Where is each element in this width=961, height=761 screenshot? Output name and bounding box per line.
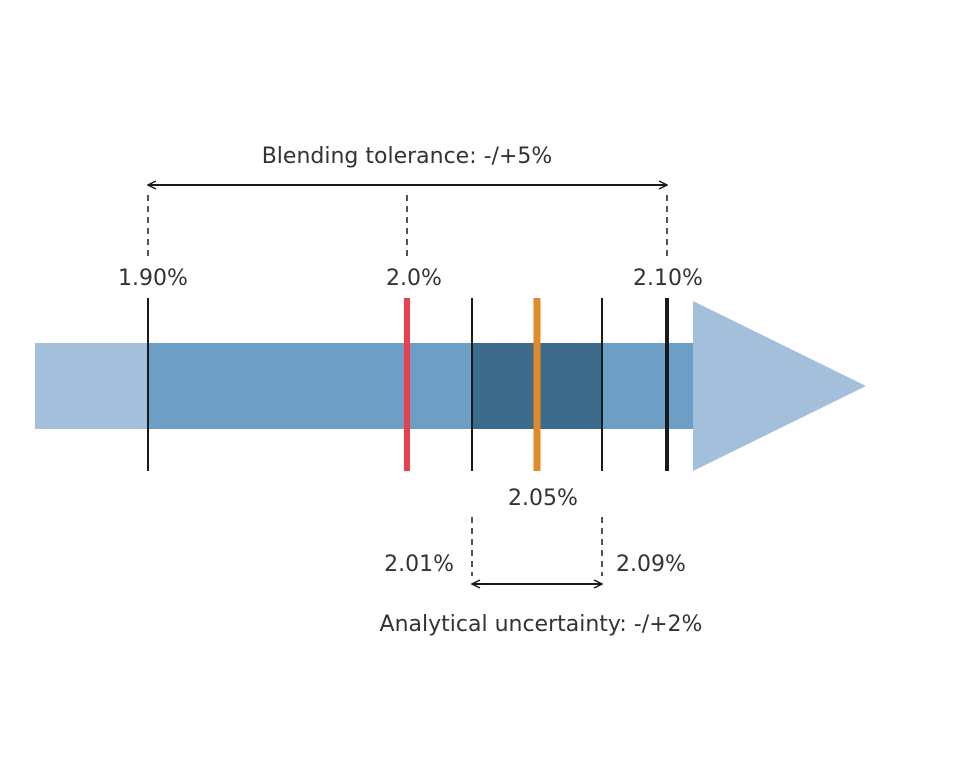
tolerance-band [148,343,693,429]
uncertainty-label: Analytical uncertainty: -/+2% [380,612,703,637]
measured-label: 2.05% [508,486,578,511]
low-limit-label: 1.90% [118,266,188,291]
uncertainty-low-label: 2.01% [384,552,454,577]
tolerance-label: Blending tolerance: -/+5% [262,144,553,169]
uncertainty-high-label: 2.09% [616,552,686,577]
high-limit-label: 2.10% [633,266,703,291]
target-label: 2.0% [386,266,442,291]
